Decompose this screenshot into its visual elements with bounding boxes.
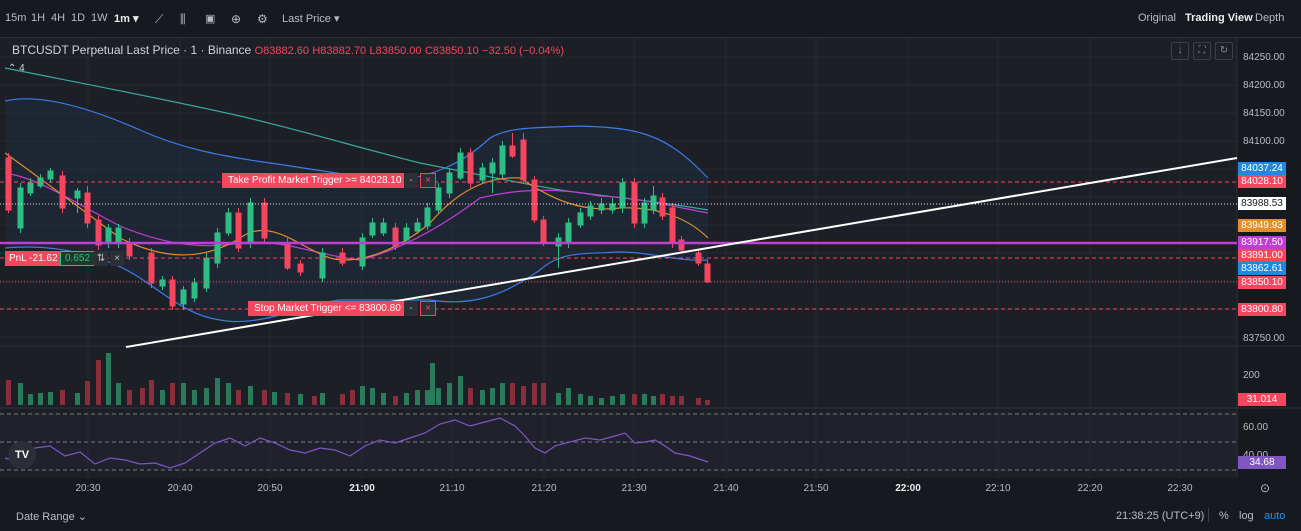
chevron-down-icon: ⌄ — [77, 511, 87, 523]
time-axis[interactable] — [0, 478, 1301, 500]
chart-style-icon[interactable]: ⫼ — [180, 12, 186, 26]
take-profit-qty-button[interactable]: - — [404, 173, 418, 188]
pnl-price-tag: 83891.00 — [1238, 249, 1286, 262]
price-axis-label: 84200.00 — [1243, 80, 1285, 91]
orange-ma-tag: 83949.93 — [1238, 219, 1286, 232]
candles — [5, 133, 711, 310]
stop-loss-price-tag: 83800.80 — [1238, 303, 1286, 316]
interval-selected-dropdown[interactable]: 1m ▾ — [114, 12, 139, 25]
view-depth[interactable]: Depth — [1255, 12, 1285, 24]
time-axis-label: 22:30 — [1167, 483, 1193, 494]
gear-icon[interactable]: ⚙ — [257, 12, 268, 26]
stop-loss-cancel-button[interactable]: × — [420, 301, 436, 316]
interval-1w[interactable]: 1W — [91, 12, 108, 24]
date-range-button[interactable]: Date Range ⌄ — [16, 510, 87, 523]
time-axis-label: 21:10 — [439, 483, 465, 494]
time-axis-label: 22:20 — [1077, 483, 1103, 494]
time-axis-label: 20:50 — [257, 483, 283, 494]
time-axis-label: 21:50 — [803, 483, 829, 494]
rsi-axis-label: 60.00 — [1243, 422, 1269, 433]
time-axis-label: 22:10 — [985, 483, 1011, 494]
ohlc-open: O83882.60 — [254, 45, 309, 57]
volume-tag: 31.014 — [1238, 393, 1286, 406]
ohlc-high: H83882.70 — [312, 45, 367, 57]
time-axis-label: 22:00 — [895, 483, 921, 494]
take-profit-order-label[interactable]: Take Profit Market Trigger >= 84028.10 — [222, 173, 408, 188]
indicator-count: 4 — [19, 63, 25, 74]
price-axis-label: 84150.00 — [1243, 108, 1285, 119]
interval-1d[interactable]: 1D — [71, 12, 86, 24]
rsi-line — [4, 417, 709, 469]
bollinger-lower-tag: 83862.61 — [1238, 262, 1286, 275]
ohlc-low: L83850.00 — [369, 45, 422, 57]
time-axis-label: 21:20 — [531, 483, 557, 494]
toolbar-divider — [0, 37, 1301, 38]
price-type-dropdown[interactable]: Last Price ▾ — [282, 12, 340, 25]
take-profit-price-tag: 84028.10 — [1238, 175, 1286, 188]
current-price-tag: 83988.53 — [1238, 197, 1286, 210]
chevron-up-icon: ⌃ — [8, 63, 17, 74]
logo-text: TV — [14, 449, 30, 461]
rsi-tag: 34.68 — [1238, 456, 1286, 469]
price-axis-label: 84250.00 — [1243, 52, 1285, 63]
symbol-title: BTCUSDT Perpetual Last Price · 1 · Binan… — [12, 43, 252, 57]
log-scale-toggle[interactable]: log — [1239, 510, 1254, 522]
add-icon[interactable]: ⊕ — [231, 12, 242, 26]
price-axis-label: 84100.00 — [1243, 136, 1285, 147]
chevron-down-icon: ▾ — [333, 13, 340, 25]
entry-price-tag: 83917.50 — [1238, 236, 1286, 249]
reset-icon[interactable]: ↻ — [1215, 42, 1233, 60]
camera-icon[interactable]: ▣ — [205, 13, 216, 25]
interval-1h[interactable]: 1H — [31, 12, 46, 24]
chart-legend: BTCUSDT Perpetual Last Price · 1 · Binan… — [12, 43, 564, 57]
last-price-tag: 83850.10 — [1238, 276, 1286, 289]
fullscreen-icon[interactable]: ⛶ — [1193, 42, 1211, 60]
close-position-button[interactable]: × — [110, 251, 124, 266]
chart-canvas — [0, 38, 1301, 478]
clock-display[interactable]: 21:38:25 (UTC+9) — [1116, 510, 1205, 522]
rsi-axis-label: 40.00 — [1243, 450, 1268, 461]
price-type-label: Last Price — [282, 13, 331, 25]
bottom-divider — [1208, 508, 1209, 522]
interval-selected-label: 1m — [114, 13, 130, 25]
bollinger-lower-line — [4, 246, 709, 323]
date-range-label: Date Range — [16, 511, 75, 523]
time-axis-label: 20:40 — [167, 483, 193, 494]
time-axis-label: 20:30 — [75, 483, 101, 494]
interval-15m[interactable]: 15m — [5, 12, 27, 24]
percent-scale-toggle[interactable]: % — [1219, 510, 1229, 522]
position-qty[interactable]: 0.652 — [60, 251, 96, 266]
view-trading-view[interactable]: Trading View — [1185, 12, 1253, 24]
take-profit-cancel-button[interactable]: × — [420, 173, 436, 188]
tradingview-logo: TV — [8, 441, 36, 469]
bollinger-upper-tag: 84037.24 — [1238, 162, 1286, 175]
orange-ma-line — [4, 152, 709, 261]
ohlc-close: C83850.10 — [424, 45, 479, 57]
stop-loss-order-label[interactable]: Stop Market Trigger <= 83800.80 — [248, 301, 407, 316]
price-axis-label: 83750.00 — [1243, 333, 1285, 344]
time-axis-label: 21:30 — [621, 483, 647, 494]
top-toolbar: 15m 1H 4H 1D 1W 1m ▾ ⟋ ⫼ ▣ ⊕ ⚙ Last Pric… — [0, 0, 1301, 38]
volume-axis-label: 200 — [1243, 370, 1260, 381]
time-axis-label: 21:00 — [349, 483, 375, 494]
interval-4h[interactable]: 4H — [51, 12, 66, 24]
position-pnl-label[interactable]: PnL -21.62 — [5, 251, 62, 266]
bottom-bar: Date Range ⌄ 21:38:25 (UTC+9) % log auto — [0, 500, 1301, 531]
view-original[interactable]: Original — [1138, 12, 1176, 24]
stop-loss-qty-button[interactable]: - — [404, 301, 418, 316]
ohlc-change: −32.50 (−0.04%) — [482, 45, 564, 57]
time-axis-label: 21:40 — [713, 483, 739, 494]
reverse-position-button[interactable]: ⇅ — [94, 251, 108, 266]
chart-settings-icon[interactable]: ⊙ — [1260, 481, 1271, 495]
auto-scale-toggle[interactable]: auto — [1264, 510, 1286, 522]
download-icon[interactable]: ↓ — [1171, 42, 1189, 60]
indicator-collapse-toggle[interactable]: ⌃ 4 — [8, 63, 25, 74]
volume-bars — [6, 353, 710, 405]
chevron-down-icon: ▾ — [132, 13, 139, 25]
indicator-icon[interactable]: ⟋ — [155, 12, 164, 26]
bollinger-band-fill — [5, 98, 708, 322]
